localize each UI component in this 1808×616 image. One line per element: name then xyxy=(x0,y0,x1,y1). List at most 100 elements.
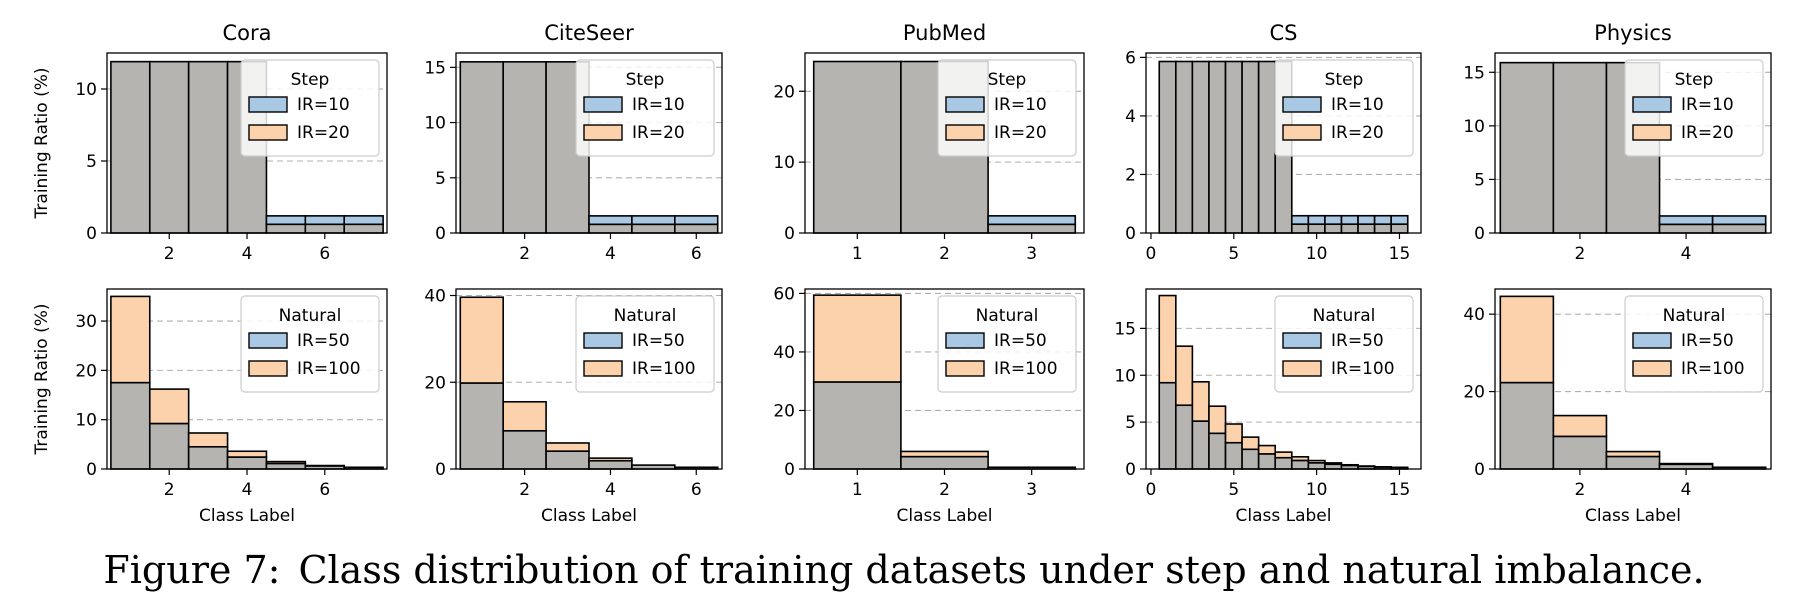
axes-frame xyxy=(455,288,723,470)
bar-overlap xyxy=(1499,381,1555,470)
legend-label: IR=100 xyxy=(1331,359,1395,379)
legend-swatch xyxy=(248,124,288,141)
legend-label: IR=20 xyxy=(1681,123,1734,143)
bar-ir-low xyxy=(631,215,676,226)
y-tick-label: 5 xyxy=(1474,170,1485,190)
bar-overlap xyxy=(1605,455,1661,470)
y-tick-label: 10 xyxy=(75,411,97,431)
bar-overlap xyxy=(1290,459,1310,470)
bar-overlap xyxy=(588,459,633,470)
y-tick-label: 60 xyxy=(773,284,795,304)
x-tick-label: 6 xyxy=(691,244,702,264)
bar-overlap xyxy=(1175,60,1194,234)
bar-overlap xyxy=(502,61,547,234)
y-tick-label: 40 xyxy=(424,287,446,307)
legend-swatch xyxy=(248,360,288,377)
bar-overlap xyxy=(1357,223,1376,234)
bar-ir-low xyxy=(1307,214,1326,226)
legend-swatch xyxy=(248,96,288,113)
bar-overlap xyxy=(1340,223,1359,234)
x-axis-label: Class Label xyxy=(541,506,637,526)
legend-swatch xyxy=(945,124,985,141)
bar-ir-high xyxy=(545,442,590,453)
subplot-3: 0 10 20 1 2 3 PubMed Step IR=10 IR=20 xyxy=(773,21,1085,264)
y-axis-label: Training Ratio (%) xyxy=(32,304,52,456)
axes-frame xyxy=(1145,52,1422,234)
bar-overlap xyxy=(1307,223,1326,234)
legend-swatch xyxy=(248,332,288,349)
caption-text: Class distribution of training datasets … xyxy=(298,548,1705,592)
bar-ir-high xyxy=(459,296,504,384)
legend-swatch xyxy=(1282,124,1322,141)
legend-label: IR=50 xyxy=(994,331,1047,351)
y-tick-label: 0 xyxy=(784,460,795,480)
x-axis-label: Class Label xyxy=(199,506,295,526)
bar-overlap xyxy=(1241,60,1260,234)
y-tick-label: 5 xyxy=(435,169,446,189)
bar-overlap xyxy=(148,60,190,234)
bar-ir-low xyxy=(304,215,346,226)
subplot-6: 0 10 20 30 2 4 6 Class Label Training Ratio (%) N… xyxy=(32,288,388,526)
bar-overlap xyxy=(1224,60,1243,234)
bar-overlap xyxy=(1552,61,1608,234)
bar-overlap xyxy=(459,61,504,234)
legend-swatch xyxy=(1632,332,1672,349)
y-tick-label: 10 xyxy=(424,114,446,134)
legend: Natural IR=50 IR=100 xyxy=(1274,295,1414,393)
bar-overlap xyxy=(674,223,719,234)
bar-overlap xyxy=(343,223,384,234)
subplot-title: CS xyxy=(1270,21,1298,45)
x-tick-label: 4 xyxy=(605,480,616,500)
bar-overlap xyxy=(265,223,307,234)
legend: Natural IR=50 IR=100 xyxy=(937,295,1077,393)
axes-frame xyxy=(1494,52,1772,234)
legend-title: Step xyxy=(988,70,1027,90)
legend-title: Step xyxy=(626,70,665,90)
legend-title: Step xyxy=(1675,70,1714,90)
y-tick-label: 15 xyxy=(424,58,446,78)
bar-overlap xyxy=(1241,448,1260,470)
bar-overlap xyxy=(1175,404,1194,470)
bar-overlap xyxy=(110,60,151,234)
bar-ir-low xyxy=(265,215,307,226)
legend-title: Natural xyxy=(614,306,677,326)
subplot-9: 0 5 10 15 0 5 10 15 Class Label Natural IR=50 IR=10… xyxy=(1114,288,1422,526)
bar-overlap xyxy=(1324,223,1343,234)
bar-ir-high xyxy=(110,295,151,384)
legend-swatch xyxy=(1632,360,1672,377)
bar-overlap xyxy=(987,223,1077,234)
x-tick-label: 3 xyxy=(1026,480,1037,500)
axes-frame xyxy=(455,52,723,234)
legend: Step IR=10 IR=20 xyxy=(575,59,715,157)
x-axis-label: Class Label xyxy=(897,506,993,526)
legend-swatch xyxy=(945,332,985,349)
bar-overlap xyxy=(265,462,307,470)
bar-overlap xyxy=(545,450,590,470)
legend: Step IR=10 IR=20 xyxy=(937,59,1077,157)
bar-overlap xyxy=(1208,60,1227,234)
legend-swatch xyxy=(583,332,623,349)
bar-overlap xyxy=(187,446,229,470)
subplot-5: 0 5 10 15 2 4 Physics Step IR=10 IR=20 xyxy=(1463,21,1772,264)
bar-ir-low xyxy=(1290,214,1310,226)
bar-overlap xyxy=(1191,420,1210,470)
bar-overlap xyxy=(1552,435,1608,470)
bar-overlap xyxy=(812,60,902,234)
bar-ir-low xyxy=(1711,215,1767,226)
bar-ir-high xyxy=(226,450,268,458)
subplot-8: 0 20 40 60 1 2 3 Class Label Natural IR=50 IR=100 xyxy=(773,284,1085,526)
y-tick-label: 20 xyxy=(75,361,97,381)
y-tick-label: 5 xyxy=(1125,413,1136,433)
bar-ir-high xyxy=(1224,423,1243,444)
bar-ir-high xyxy=(1208,405,1227,435)
y-tick-label: 0 xyxy=(435,224,446,244)
y-tick-label: 15 xyxy=(1463,63,1485,83)
y-tick-label: 10 xyxy=(1463,117,1485,137)
legend-swatch xyxy=(1282,332,1322,349)
legend-label: IR=100 xyxy=(994,359,1058,379)
caption-label: Figure 7: xyxy=(103,548,281,592)
bar-ir-high xyxy=(1257,444,1277,455)
legend: Step IR=10 IR=20 xyxy=(1274,59,1414,157)
